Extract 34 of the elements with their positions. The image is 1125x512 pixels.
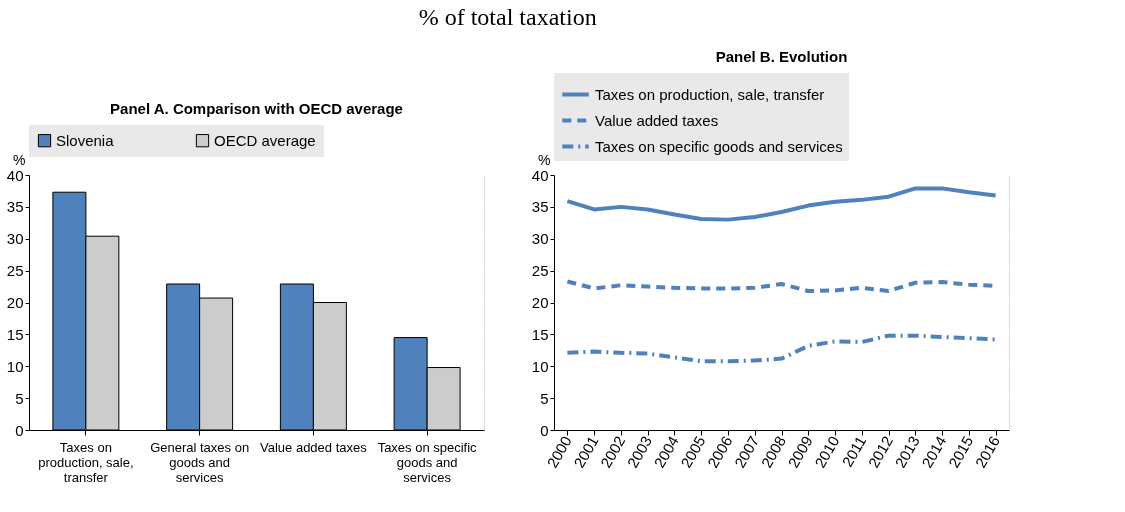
x-tick-label: Value added taxes [260, 439, 368, 455]
x-tick-label: Taxes on production, sale, transfer [38, 439, 134, 485]
y-tick-label: 25 [6, 262, 24, 280]
y-axis-title: % [13, 151, 26, 168]
line-series [565, 186, 998, 222]
legend-label: Value added taxes [595, 111, 719, 129]
y-tick-label: 30 [6, 230, 24, 248]
x-tick-label: Taxes on specific goods and services [377, 439, 478, 485]
y-tick-label: 15 [6, 325, 24, 343]
legend-label: Taxes on specific goods and services [595, 137, 843, 155]
y-tick-label: 5 [540, 389, 549, 407]
y-tick-label: 0 [540, 421, 549, 439]
y-tick-label: 30 [531, 230, 549, 248]
y-tick-label: 5 [15, 389, 24, 407]
y-tick-label: 20 [531, 294, 549, 311]
y-axis-title: % [538, 151, 551, 168]
chart-title: Panel A. Comparison with OECD average [110, 100, 403, 117]
y-tick-label: 0 [15, 421, 24, 439]
y-tick-label: 35 [6, 198, 24, 216]
y-tick-label: 20 [6, 294, 24, 311]
legend-label: OECD average [214, 131, 316, 149]
x-tick-label: General taxes on goods and services [150, 439, 250, 485]
y-tick-label: 25 [531, 262, 549, 280]
y-tick-label: 15 [531, 325, 549, 343]
y-tick-label: 10 [6, 357, 24, 375]
legend-label: Slovenia [56, 131, 115, 149]
text: % of total taxation [418, 3, 597, 30]
y-tick-label: 35 [531, 198, 549, 216]
line-series [565, 333, 998, 364]
y-tick-label: 40 [6, 166, 24, 184]
y-tick-label: 10 [531, 357, 549, 375]
chart-title: Panel B. Evolution [715, 48, 848, 65]
legend-label: Taxes on production, sale, transfer [595, 85, 825, 103]
y-tick-label: 40 [531, 166, 549, 184]
